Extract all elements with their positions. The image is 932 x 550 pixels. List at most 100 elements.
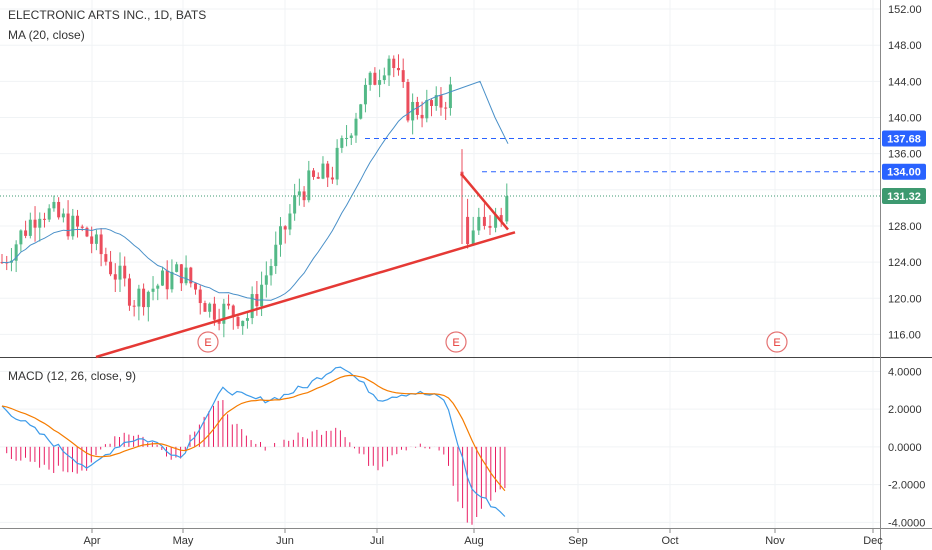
time-tick-label: Jun — [276, 535, 294, 547]
candle-body — [52, 201, 56, 209]
candle-body — [307, 170, 311, 201]
candle-body — [505, 196, 509, 222]
level-tag-137: 137.68 — [887, 133, 921, 145]
earnings-marker: E — [445, 331, 467, 353]
candle-body — [118, 265, 122, 280]
candle-body — [156, 285, 160, 289]
candle-body — [312, 170, 316, 177]
candle-body — [170, 271, 174, 290]
candle-body — [231, 305, 235, 318]
candle-body — [302, 191, 306, 201]
candle-body — [340, 138, 344, 148]
price-tick-label: 144.00 — [888, 76, 922, 88]
time-tick-label: May — [173, 535, 194, 547]
candle-body — [378, 80, 382, 85]
candle-body — [488, 225, 492, 228]
candle-body — [477, 216, 481, 231]
price-tick-label: 140.00 — [888, 112, 922, 124]
candle-body — [85, 227, 89, 237]
candle-body — [387, 58, 391, 76]
candle-body — [198, 289, 202, 304]
candle-body — [401, 70, 405, 83]
candle-body — [283, 226, 287, 230]
candle-body — [99, 234, 103, 255]
candle-body — [14, 244, 18, 261]
candle-body — [359, 104, 363, 119]
time-tick-label: Apr — [83, 535, 100, 547]
candle-body — [354, 118, 358, 136]
candle-body — [90, 236, 94, 244]
candle-body — [420, 114, 424, 119]
candle-body — [127, 278, 131, 306]
candle-body — [151, 288, 155, 292]
level-tag-134-bg — [882, 163, 926, 180]
candle-body — [236, 317, 240, 327]
candle-body — [278, 226, 282, 245]
candle-body — [321, 163, 325, 179]
level-tag-134: 134.00 — [887, 167, 921, 179]
candle-body — [288, 213, 292, 230]
candle-body — [24, 230, 28, 236]
uptrend-line — [95, 231, 516, 359]
candle-body — [499, 215, 503, 222]
candle-body — [241, 320, 245, 327]
candle-body — [38, 218, 42, 228]
time-tick-label: Aug — [464, 535, 484, 547]
candle-body — [160, 270, 164, 286]
signal-line — [1, 374, 506, 492]
macd-tick-label: -2.0000 — [888, 480, 925, 492]
candle-body — [471, 230, 475, 245]
candle-body — [368, 72, 372, 85]
candle-body — [61, 213, 65, 218]
candle-body — [208, 303, 212, 312]
macd-tick-label: -4.0000 — [888, 517, 925, 529]
time-tick-label: Nov — [765, 535, 785, 547]
candle-body — [132, 305, 136, 307]
earnings-circle — [197, 331, 219, 353]
time-tick-label: Sep — [568, 535, 588, 547]
candle-body — [335, 147, 339, 180]
macd-indicator-label: MACD (12, 26, close, 9) — [8, 369, 137, 383]
candle-body — [66, 213, 70, 237]
candle-body — [316, 176, 320, 179]
candle-body — [382, 75, 386, 81]
candle-body — [175, 264, 179, 272]
candle-body — [19, 230, 23, 245]
price-tick-label: 128.00 — [888, 221, 922, 233]
ma-line — [1, 80, 509, 301]
candle-body — [94, 234, 98, 244]
candle-body — [142, 288, 146, 308]
candle-body — [264, 275, 268, 285]
macd-tick-label: 4.0000 — [888, 366, 922, 378]
chart-title: ELECTRONIC ARTS INC., 1D, BATS — [8, 8, 207, 22]
candle-body — [109, 261, 113, 275]
time-tick-label: Oct — [661, 535, 678, 547]
earnings-circle — [766, 331, 788, 353]
candle-body — [179, 264, 183, 284]
candle-body — [123, 265, 127, 279]
price-tick-label: 152.00 — [888, 4, 922, 16]
candle-body — [434, 95, 438, 106]
candle-body — [212, 303, 216, 320]
earnings-marker: E — [197, 331, 219, 353]
macd-tick-label: 0.0000 — [888, 442, 922, 454]
price-tick-label: 116.00 — [888, 329, 921, 341]
candle-body — [184, 267, 188, 284]
candle-body — [415, 101, 419, 115]
earnings-label: E — [773, 337, 780, 349]
candle-body — [80, 226, 84, 228]
candle-body — [217, 319, 221, 324]
earnings-marker: E — [766, 331, 788, 353]
candle-body — [71, 215, 75, 237]
candle-body — [466, 216, 470, 245]
candle-body — [189, 267, 193, 284]
candle-body — [269, 266, 273, 276]
candles-group — [0, 54, 509, 338]
candle-body — [406, 82, 410, 121]
macd-tick-label: 2.0000 — [888, 404, 922, 416]
candle-body — [274, 244, 278, 267]
candle-body — [203, 303, 207, 312]
candle-body — [222, 303, 226, 324]
time-tick-label: Jul — [370, 535, 384, 547]
candle-body — [47, 208, 51, 220]
